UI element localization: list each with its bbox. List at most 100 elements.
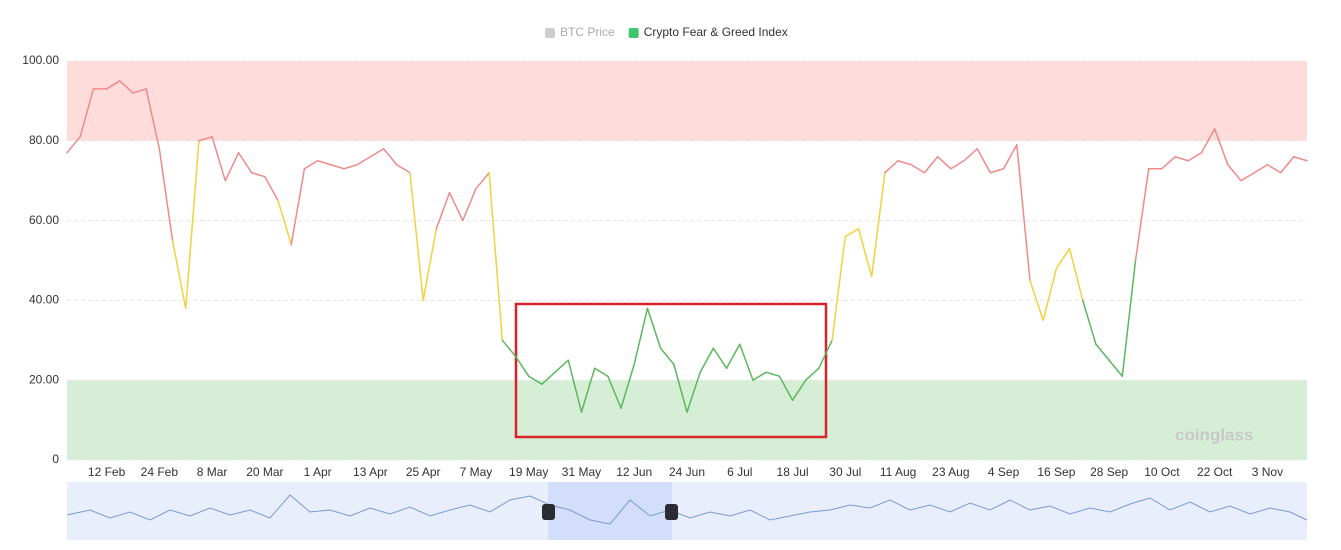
line-segment — [237, 152, 253, 174]
line-segment — [1161, 156, 1176, 170]
line-segment — [277, 199, 293, 246]
line-segment — [488, 171, 504, 342]
line-segment — [1134, 167, 1150, 262]
line-segment — [461, 187, 477, 222]
x-tick-label: 31 May — [562, 465, 601, 479]
line-segment — [435, 191, 451, 230]
line-segment — [145, 88, 161, 150]
legend: BTC Price Crypto Fear & Greed Index — [545, 25, 788, 39]
x-tick-label: 23 Aug — [932, 465, 969, 479]
plot-background — [67, 60, 1307, 461]
line-segment — [554, 359, 570, 373]
x-tick-label: 6 Jul — [727, 465, 752, 479]
x-tick-label: 11 Aug — [880, 465, 916, 479]
navigator-track — [67, 482, 1307, 540]
line-segment — [857, 227, 873, 278]
line-segment — [936, 156, 952, 170]
line-segment — [211, 136, 227, 182]
line-segment — [1227, 163, 1242, 182]
line-segment — [1200, 128, 1216, 154]
x-tick-label: 18 Jul — [777, 465, 809, 479]
navigator-handle[interactable] — [542, 504, 555, 520]
x-tick-label: 28 Sep — [1090, 465, 1128, 479]
line-segment — [79, 88, 95, 138]
line-segment — [646, 307, 662, 350]
y-tick-label: 60.00 — [29, 213, 59, 227]
line-segment — [356, 156, 372, 166]
line-segment — [1213, 128, 1229, 166]
zone-band — [67, 380, 1307, 460]
line-segment — [396, 163, 411, 174]
line-segment — [712, 347, 728, 369]
line-segment — [976, 148, 992, 174]
line-segment — [1042, 267, 1058, 322]
line-segment — [514, 355, 530, 377]
line-segment — [158, 148, 174, 242]
legend-label[interactable]: BTC Price — [560, 25, 615, 39]
line-segment — [1068, 247, 1084, 302]
line-segment — [580, 367, 596, 413]
line-segment — [316, 160, 332, 166]
line-segment — [224, 152, 240, 182]
legend-label[interactable]: Crypto Fear & Greed Index — [644, 25, 788, 39]
legend-swatch — [545, 28, 555, 38]
x-tick-label: 20 Mar — [246, 465, 283, 479]
x-tick-label: 3 Nov — [1252, 465, 1283, 479]
line-segment — [132, 88, 147, 94]
line-segment — [923, 156, 939, 174]
line-segment — [804, 367, 820, 381]
line-segment — [950, 160, 965, 170]
x-tick-label: 30 Jul — [829, 465, 861, 479]
line-segment — [343, 163, 358, 170]
line-segment — [1029, 279, 1044, 322]
line-segment — [1253, 163, 1269, 174]
watermark: coinglass — [1175, 425, 1253, 444]
highlight-box — [514, 302, 828, 439]
line-segment — [105, 80, 121, 90]
y-tick-label: 80.00 — [29, 133, 59, 147]
line-segment — [264, 175, 279, 202]
line-segment — [448, 191, 464, 222]
line-segment — [686, 371, 701, 413]
y-tick-label: 40.00 — [29, 293, 59, 307]
x-tick-label: 19 May — [509, 465, 548, 479]
line-segment — [198, 136, 213, 142]
line-segment — [501, 339, 517, 358]
navigator-handle[interactable] — [665, 504, 678, 520]
x-tick-label: 8 Mar — [197, 465, 228, 479]
line-segment — [1055, 247, 1071, 270]
line-segment — [567, 359, 583, 413]
line-segment — [382, 148, 398, 166]
x-tick-label: 4 Sep — [988, 465, 1020, 479]
line-segment — [250, 171, 266, 178]
line-segment — [897, 160, 913, 166]
line-segment — [752, 371, 767, 381]
line-segment — [989, 167, 1005, 174]
y-tick-label: 0 — [52, 452, 59, 466]
line-segment — [844, 227, 860, 238]
x-tick-label: 12 Feb — [88, 465, 126, 479]
line-segment — [884, 160, 899, 174]
line-segment — [620, 363, 635, 409]
x-tick-label: 25 Apr — [406, 465, 441, 479]
line-segment — [1174, 156, 1190, 162]
line-segment — [303, 160, 319, 170]
x-tick-label: 1 Apr — [304, 465, 332, 479]
line-segment — [607, 375, 622, 409]
navigator[interactable] — [66, 482, 1308, 540]
x-tick-label: 12 Jun — [616, 465, 652, 479]
legend-swatch — [628, 28, 639, 38]
navigator-window[interactable] — [548, 482, 672, 540]
x-tick-label: 24 Feb — [141, 465, 179, 479]
line-segment — [699, 347, 715, 373]
y-tick-label: 20.00 — [29, 372, 59, 386]
line-segment — [119, 80, 134, 94]
line-segment — [1016, 144, 1031, 282]
line-segment — [593, 367, 609, 377]
navigator-line — [66, 494, 1308, 525]
line-segment — [1002, 144, 1018, 170]
x-tick-label: 13 Apr — [353, 465, 388, 479]
line-segment — [369, 148, 385, 158]
line-segment — [765, 371, 781, 377]
